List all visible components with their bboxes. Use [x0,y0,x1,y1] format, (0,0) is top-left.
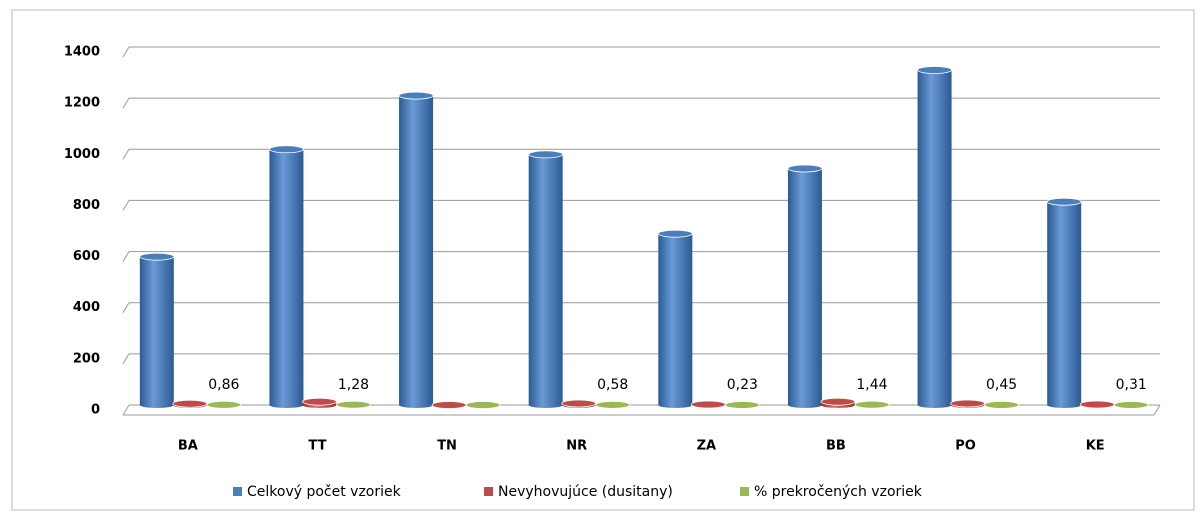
floor-right [1153,404,1161,416]
grid-wall [122,200,130,211]
legend-label: Celkový počet vzoriek [247,484,402,500]
y-tick-label: 1000 [64,147,100,162]
bar [658,233,693,405]
legend-label: Nevyhovujúce (dusitany) [498,484,673,500]
bar-cap [206,400,242,409]
bar-cap [595,400,631,409]
bar [269,149,304,405]
bar-cap [302,397,337,406]
bar-cap [950,399,985,408]
bar-cap [139,252,175,261]
bar [1047,201,1082,405]
bar-cap [690,400,726,409]
grid-wall [122,46,130,58]
data-label: 0,58 [597,377,628,393]
x-tick-label: ZA [697,439,717,454]
data-label: 0,31 [1116,377,1147,393]
x-tick-label: TN [437,439,457,454]
grid-wall [122,404,130,416]
grid-wall [122,302,130,313]
x-tick-label: TT [308,439,326,454]
data-label: 0,23 [727,377,758,393]
legend-swatch [484,487,493,496]
data-label: 1,28 [338,377,369,393]
bar-cap [465,401,501,409]
bar [917,70,952,405]
chart-frame [11,9,1195,511]
bar-cap [787,164,823,173]
legend-swatch [233,487,242,496]
x-tick-label: PO [955,439,976,454]
bar-cap [269,145,304,154]
bar-cap [1046,197,1082,206]
x-tick-label: KE [1086,439,1105,454]
bar-cap [528,150,564,159]
y-tick-label: 800 [73,198,100,213]
grid-wall [122,149,130,160]
bar-cap [1113,401,1149,409]
x-tick-label: NR [566,439,587,454]
bar-cap [657,229,693,238]
bar [399,95,434,405]
bar [787,168,822,405]
grid-wall [122,353,130,365]
y-tick-label: 400 [73,300,100,315]
y-tick-label: 1200 [64,96,100,111]
legend-swatch [740,487,749,496]
x-tick-label: BA [178,439,198,454]
bar-cap [724,401,760,409]
bar-cap [917,66,952,74]
bar-cap [984,400,1019,409]
bar-cap [561,399,597,408]
data-label: 0,86 [208,377,239,393]
legend-label: % prekročených vzoriek [754,484,923,500]
x-tick-label: BB [826,439,846,454]
bar-cap [854,400,890,409]
bar-cap [336,400,371,409]
grid-wall [122,97,130,109]
y-tick-label: 0 [91,403,100,418]
bar-cap [431,401,467,409]
bar [139,256,174,405]
y-tick-label: 600 [73,249,100,264]
bar-cap [820,397,856,406]
bar [528,154,563,405]
bar-cap [1079,400,1115,409]
data-label: 1,44 [856,377,887,393]
data-label: 0,45 [986,377,1017,393]
bar-cap [172,399,208,408]
y-tick-label: 200 [73,351,100,366]
grid-wall [122,251,130,262]
bar-cap [398,91,434,100]
y-tick-label: 1400 [64,45,100,60]
